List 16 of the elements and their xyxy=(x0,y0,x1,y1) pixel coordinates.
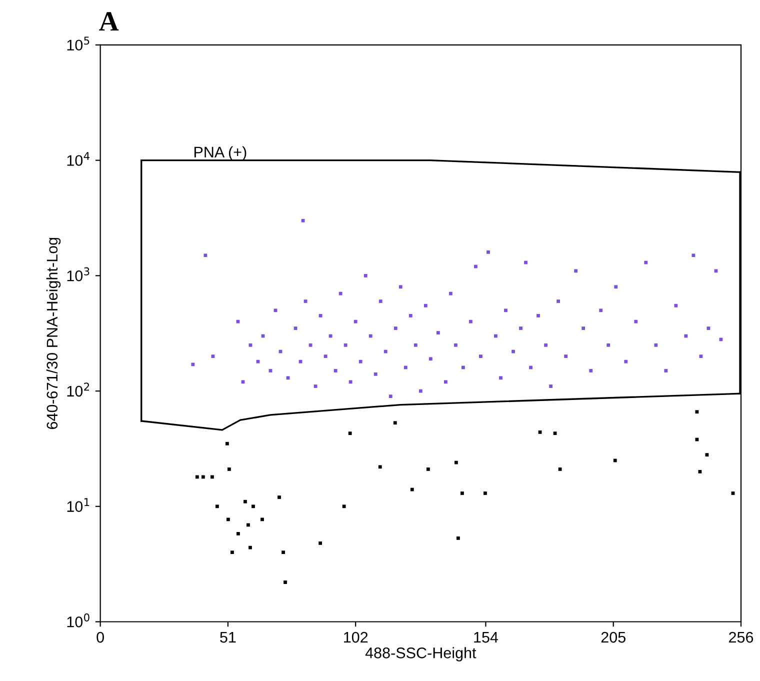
x-tick-label: 256 xyxy=(729,632,754,643)
y-axis-title: 640-671/30 PNA-Height-Log xyxy=(46,238,61,429)
x-tick-label: 102 xyxy=(344,632,368,643)
x-tick-label: 51 xyxy=(220,632,236,643)
annotation: PNA (+) xyxy=(194,146,246,160)
x-tick-label: 205 xyxy=(601,632,626,643)
y-tick-label: 10$^{2}$ xyxy=(67,382,90,397)
x-tick-label: 0 xyxy=(96,632,104,643)
y-tick-label: 10$^{5}$ xyxy=(67,36,90,51)
y-tick-label: 10$^{0}$ xyxy=(67,613,90,628)
chart-title: A xyxy=(99,12,119,31)
y-tick-label: 10$^{1}$ xyxy=(67,498,90,512)
y-tick-label: 10$^{4}$ xyxy=(67,152,90,166)
y-tick-label: 10$^{3}$ xyxy=(67,267,90,282)
x-tick-label: 154 xyxy=(474,632,498,643)
x-axis-title: 488-SSC-Height xyxy=(365,647,476,662)
